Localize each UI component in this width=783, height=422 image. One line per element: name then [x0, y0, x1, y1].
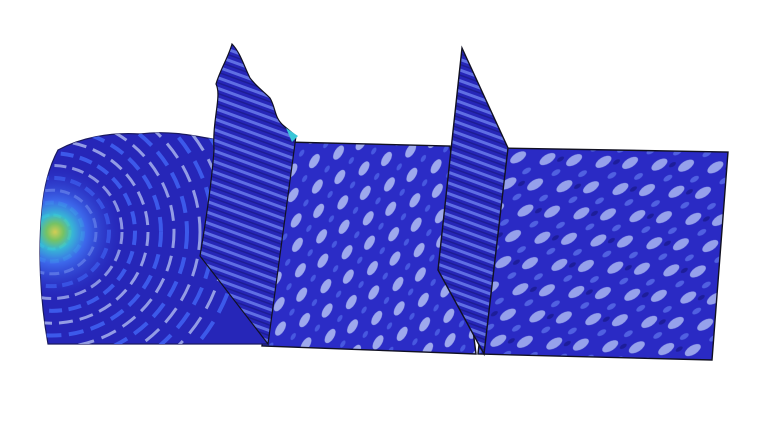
wave-ring [40, 132, 176, 344]
wave-ring [40, 132, 202, 344]
barrier-1[interactable] [199, 42, 298, 346]
end-plate[interactable] [477, 147, 729, 361]
barrier-2[interactable] [437, 45, 509, 357]
wave-ring [40, 132, 189, 344]
wave-ring [40, 132, 163, 338]
